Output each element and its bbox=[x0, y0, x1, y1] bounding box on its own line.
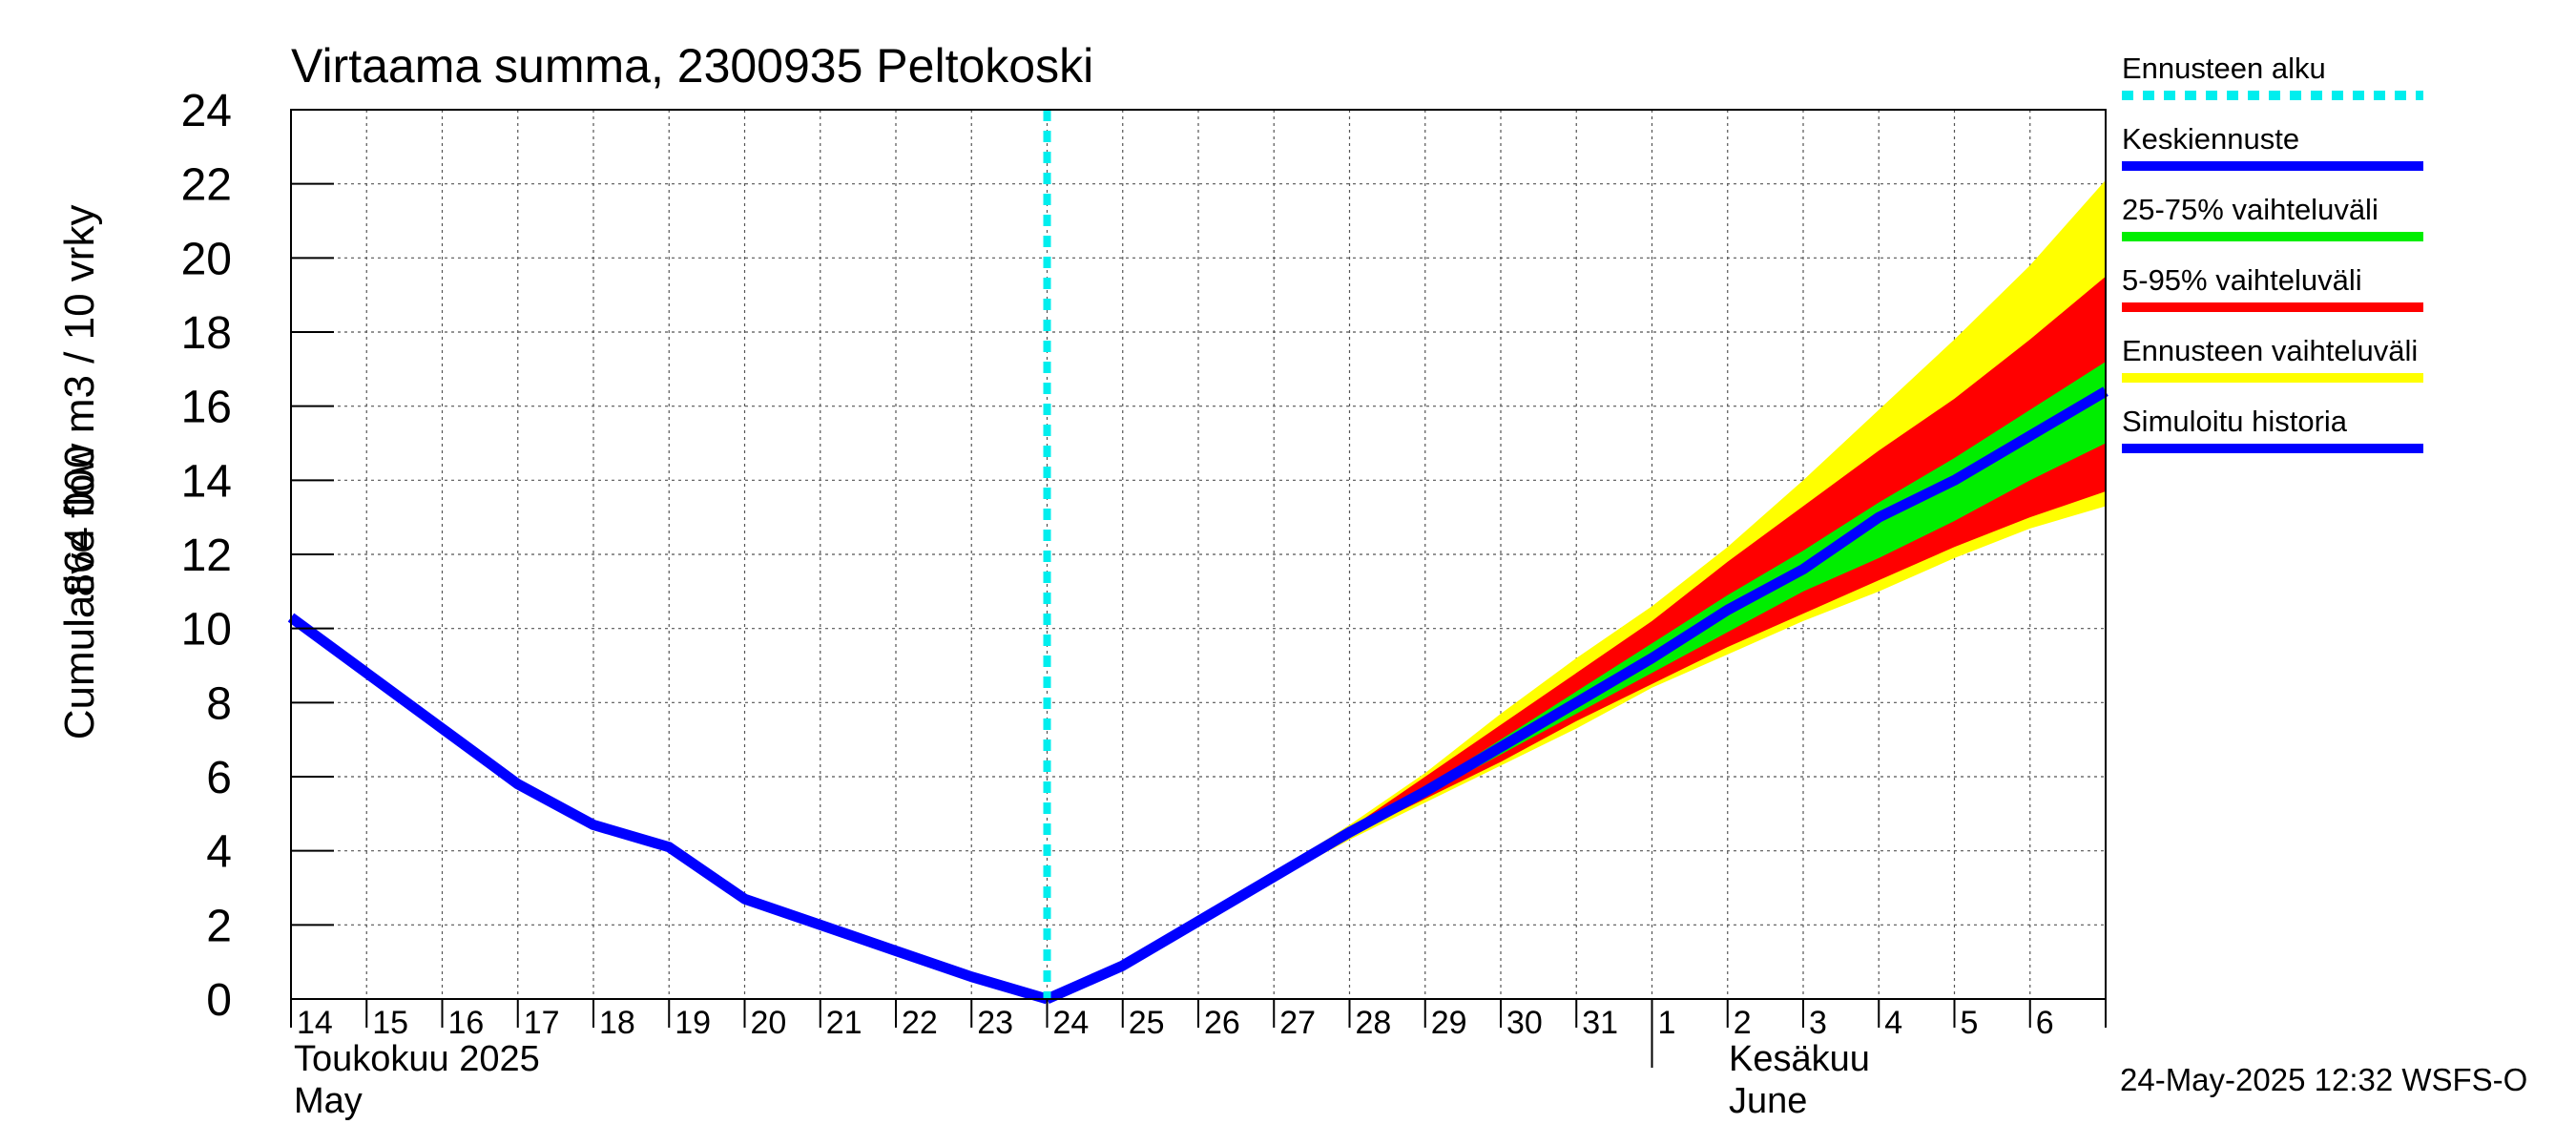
y-tick-label: 0 bbox=[206, 975, 232, 1026]
y-tick-label: 10 bbox=[181, 605, 232, 656]
x-tick-label: 15 bbox=[372, 1005, 408, 1041]
y-tick-label: 6 bbox=[206, 753, 232, 803]
y-tick-label: 2 bbox=[206, 901, 232, 951]
x-tick-label: 6 bbox=[2036, 1005, 2054, 1041]
timestamp: 24-May-2025 12:32 WSFS-O bbox=[2120, 1062, 2527, 1097]
y-axis-label-line2-group: 864 000 m3 / 10 vrky bbox=[56, 205, 103, 597]
month-label-may-en: May bbox=[294, 1081, 363, 1121]
x-tick-label: 19 bbox=[675, 1005, 711, 1041]
x-tick-label: 24 bbox=[1053, 1005, 1090, 1041]
legend-label: Ennusteen vaihteluväli bbox=[2122, 334, 2418, 367]
y-tick-label: 12 bbox=[181, 531, 232, 581]
x-tick-label: 25 bbox=[1129, 1005, 1165, 1041]
legend-label: 25-75% vaihteluväli bbox=[2122, 193, 2379, 226]
x-tick-label: 23 bbox=[977, 1005, 1013, 1041]
y-tick-label: 18 bbox=[181, 308, 232, 359]
legend: Ennusteen alku Keskiennuste 25-75% vaihtel… bbox=[2122, 52, 2423, 453]
legend-label: Keskiennuste bbox=[2122, 122, 2299, 156]
x-tick-label: 27 bbox=[1279, 1005, 1316, 1041]
month-label-may-fi: Toukokuu 2025 bbox=[294, 1039, 540, 1079]
forecast-bands bbox=[1198, 179, 2106, 922]
x-tick-label: 16 bbox=[448, 1005, 485, 1041]
y-axis-label-1: Cumulative flow bbox=[56, 444, 103, 740]
y-tick-label: 16 bbox=[181, 383, 232, 433]
x-axis: 14 15 16 17 18 19 20 21 22 23 24 25 26 27 28 29 30 31 1 2 3 4… bbox=[290, 999, 2107, 1068]
x-tick-label: 21 bbox=[826, 1005, 862, 1041]
y-axis-label-2: 864 000 m3 / 10 vrky bbox=[56, 205, 103, 597]
series-line-keskiennuste bbox=[1045, 386, 2109, 1005]
legend-label: Simuloitu historia bbox=[2122, 405, 2348, 438]
y-tick-label: 4 bbox=[206, 827, 232, 878]
x-tick-label: 29 bbox=[1431, 1005, 1467, 1041]
x-tick-label: 18 bbox=[599, 1005, 635, 1041]
x-tick-label: 4 bbox=[1884, 1005, 1902, 1041]
x-tick-label: 14 bbox=[297, 1005, 333, 1041]
grid bbox=[291, 110, 2106, 999]
y-tick-label: 14 bbox=[181, 456, 232, 507]
chart-title: Virtaama summa, 2300935 Peltokoski bbox=[291, 39, 1093, 93]
x-tick-label: 30 bbox=[1506, 1005, 1543, 1041]
band-25-75-vaihteluv-li bbox=[1349, 362, 2106, 837]
x-tick-label: 22 bbox=[902, 1005, 938, 1041]
series-line-simuloitu-historia bbox=[287, 613, 1049, 1005]
legend-label: 5-95% vaihteluväli bbox=[2122, 263, 2362, 297]
legend-label: Ennusteen alku bbox=[2122, 52, 2326, 85]
y-tick-label: 8 bbox=[206, 678, 232, 729]
x-tick-label: 28 bbox=[1356, 1005, 1392, 1041]
x-tick-label: 3 bbox=[1809, 1005, 1827, 1041]
y-tick-label: 24 bbox=[181, 86, 232, 136]
x-tick-label: 20 bbox=[751, 1005, 787, 1041]
x-tick-label: 5 bbox=[1961, 1005, 1979, 1041]
y-tick-label: 22 bbox=[181, 160, 232, 211]
y-axis-label-line1-group: Cumulative flow bbox=[56, 444, 103, 740]
x-tick-label: 2 bbox=[1734, 1005, 1752, 1041]
month-label-june-fi: Kesäkuu bbox=[1729, 1039, 1870, 1079]
month-label-june-en: June bbox=[1729, 1081, 1807, 1121]
x-tick-label: 31 bbox=[1582, 1005, 1618, 1041]
series-lines bbox=[287, 110, 2109, 1005]
x-tick-label: 26 bbox=[1204, 1005, 1240, 1041]
y-tick-label: 20 bbox=[181, 234, 232, 284]
x-tick-label: 17 bbox=[524, 1005, 560, 1041]
x-tick-label: 1 bbox=[1658, 1005, 1676, 1041]
